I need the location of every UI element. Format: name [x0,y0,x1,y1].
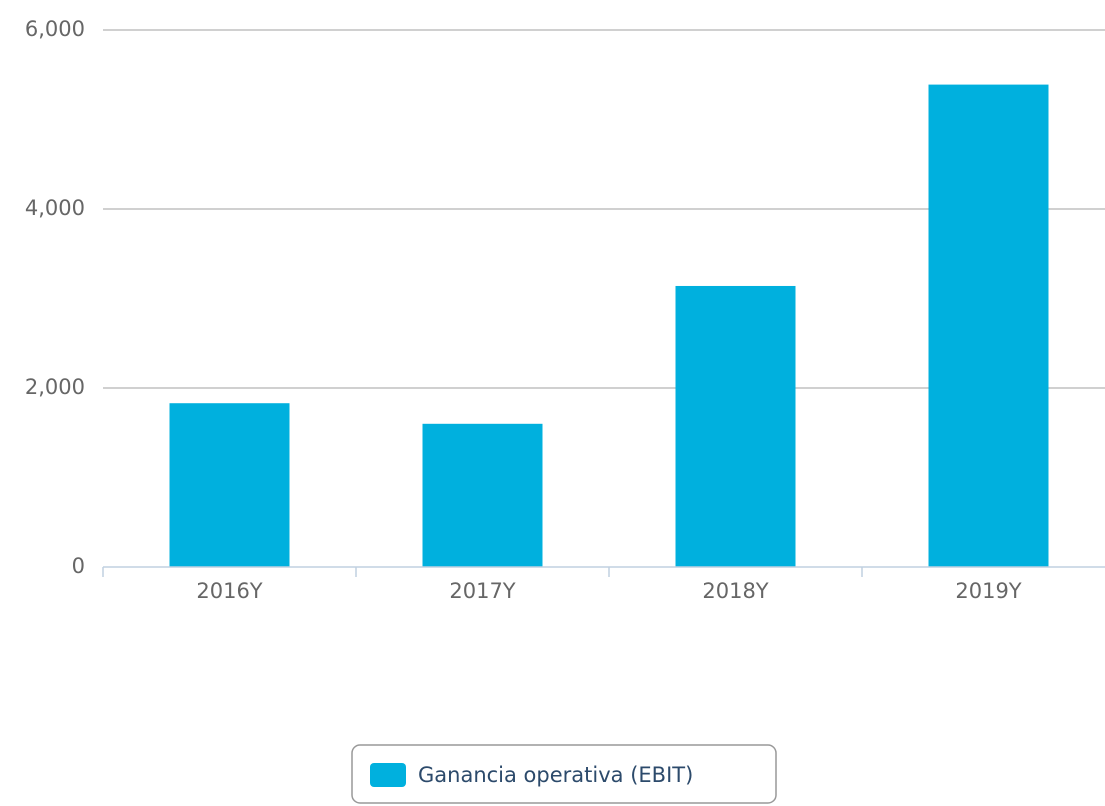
x-tick-label: 2018Y [702,579,768,603]
bar [169,403,290,567]
x-tick-label: 2016Y [196,579,262,603]
x-tick-label: 2017Y [449,579,515,603]
legend-box [351,744,777,804]
y-tick-label: 0 [72,554,85,578]
legend-swatch [370,763,406,787]
bar [928,84,1049,567]
bar [422,423,543,567]
y-tick-label: 2,000 [25,375,85,399]
y-tick-label: 6,000 [25,17,85,41]
bar [675,285,796,567]
y-tick-label: 4,000 [25,196,85,220]
x-tick-label: 2019Y [955,579,1021,603]
legend-label: Ganancia operativa (EBIT) [418,763,693,787]
legend: Ganancia operativa (EBIT) [351,744,777,804]
